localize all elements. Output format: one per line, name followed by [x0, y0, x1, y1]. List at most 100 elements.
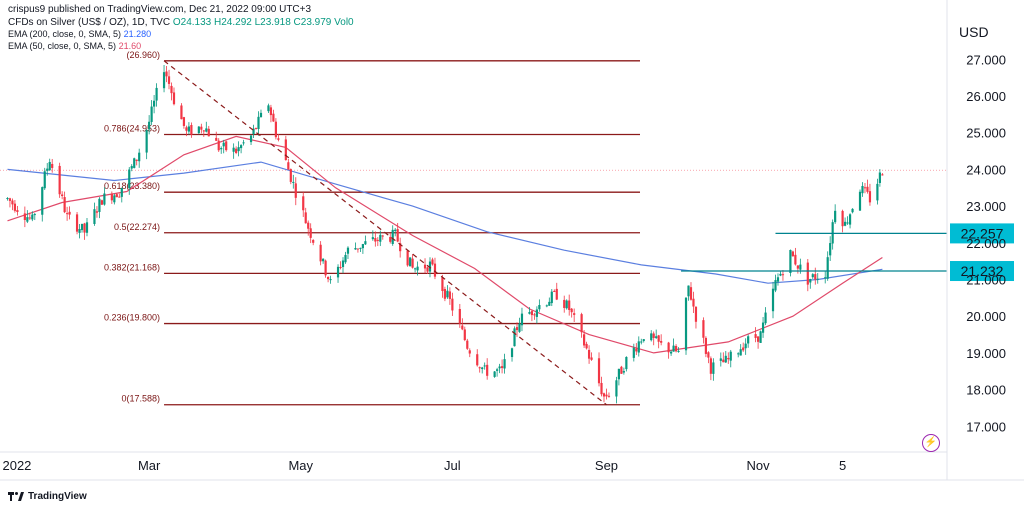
candle-body	[565, 300, 568, 309]
candle-body	[302, 196, 305, 211]
candle-body	[399, 243, 402, 252]
candle-body	[294, 183, 297, 198]
candle-body	[167, 76, 171, 84]
symbol-legend: CFDs on Silver (US$ / OZ), 1D, TVC O24.1…	[8, 17, 354, 28]
candle-body	[324, 260, 327, 276]
candle-body	[493, 371, 496, 377]
candle-body	[652, 333, 655, 338]
dashed-trendline	[163, 60, 607, 406]
candle-body	[394, 229, 397, 232]
candle-body	[292, 181, 295, 183]
candle-body	[381, 235, 384, 237]
candle-body	[458, 308, 461, 324]
candle-body	[239, 145, 243, 149]
ema50-legend[interactable]: EMA (50, close, 0, SMA, 5) 21.60	[8, 41, 141, 51]
candle-body	[806, 262, 809, 285]
candle-body	[881, 174, 884, 176]
candle-body	[326, 277, 330, 280]
candle-body	[846, 222, 849, 224]
candle-body	[729, 351, 732, 361]
candle-body	[93, 209, 96, 224]
candle-body	[319, 244, 322, 262]
candle-body	[590, 357, 593, 360]
ema-200-path	[7, 161, 883, 284]
candle-body	[602, 393, 606, 397]
candle-body	[605, 394, 608, 397]
candle-body	[185, 127, 188, 131]
x-tick-label: Sep	[595, 458, 618, 473]
candle-body	[237, 147, 240, 152]
candle-body	[704, 337, 708, 354]
candle-body	[8, 198, 12, 201]
candle-body	[272, 113, 275, 122]
candle-body	[322, 258, 325, 262]
candle-body	[461, 325, 464, 330]
candle-body	[220, 148, 223, 150]
candle-body	[478, 367, 481, 369]
candle-body	[307, 222, 310, 229]
candle-body	[80, 223, 84, 231]
candle-body	[744, 343, 747, 349]
candle-body	[83, 223, 86, 233]
candle-body	[23, 213, 26, 220]
candle-body	[346, 247, 350, 254]
ema200-legend[interactable]: EMA (200, close, 0, SMA, 5) 21.280	[8, 29, 151, 39]
candle-body	[287, 162, 290, 170]
candle-body	[341, 260, 345, 268]
candle-body	[172, 92, 176, 105]
candle-body	[533, 314, 536, 316]
candle-body	[486, 364, 489, 376]
candle-body	[267, 105, 270, 112]
y-tick-label: 24.000	[966, 162, 1006, 177]
level-label-bg	[950, 261, 1014, 282]
candle-body	[843, 221, 847, 226]
x-tick-label: 2022	[2, 458, 31, 473]
candle-body	[269, 107, 273, 116]
y-tick-label: 17.000	[966, 419, 1006, 434]
candle-body	[580, 314, 583, 333]
level-label: 21.232	[961, 263, 1004, 279]
candles	[6, 65, 884, 404]
y-tick-label: 22.000	[966, 236, 1006, 251]
candle-body	[75, 214, 79, 232]
candle-body	[135, 159, 138, 161]
candle-body	[585, 343, 588, 349]
y-tick-label: 20.000	[966, 309, 1006, 324]
candle-body	[13, 203, 17, 211]
trendline-path	[163, 60, 607, 406]
candle-body	[138, 152, 141, 162]
candle-body	[816, 278, 819, 280]
candle-body	[48, 161, 51, 171]
candle-body	[520, 313, 524, 326]
candle-body	[304, 212, 307, 224]
candle-body	[607, 395, 611, 397]
close-value: C23.979	[293, 17, 332, 28]
candle-body	[868, 191, 872, 203]
candle-body	[754, 334, 757, 338]
candle-body	[202, 130, 205, 132]
candle-body	[632, 347, 635, 358]
candle-body	[727, 357, 730, 360]
candle-body	[413, 268, 417, 270]
candle-body	[692, 298, 695, 307]
candle-body	[68, 211, 71, 215]
candle-body	[761, 322, 765, 333]
publisher-line: crispus9 published on TradingView.com, D…	[8, 4, 311, 15]
candle-body	[876, 183, 879, 201]
ema200-label: EMA (200, close, 0, SMA, 5)	[8, 29, 122, 39]
candle-body	[655, 336, 658, 339]
candle-body	[426, 267, 429, 272]
lightning-icon[interactable]: ⚡	[922, 434, 940, 452]
candle-body	[538, 305, 541, 310]
y-tick-label: 18.000	[966, 383, 1006, 398]
candle-body	[851, 208, 854, 213]
candle-body	[498, 366, 501, 369]
fibonacci-retracement: (26.960) 0.786(24.953) 0.618(23.380) 0.5(22…	[0, 50, 947, 406]
horizontal-levels: 22.257 21.232	[681, 223, 1014, 282]
candle-body	[568, 300, 571, 310]
candle-body	[11, 200, 14, 205]
candle-body	[553, 290, 556, 292]
candle-body	[371, 237, 374, 240]
candle-body	[513, 328, 516, 347]
